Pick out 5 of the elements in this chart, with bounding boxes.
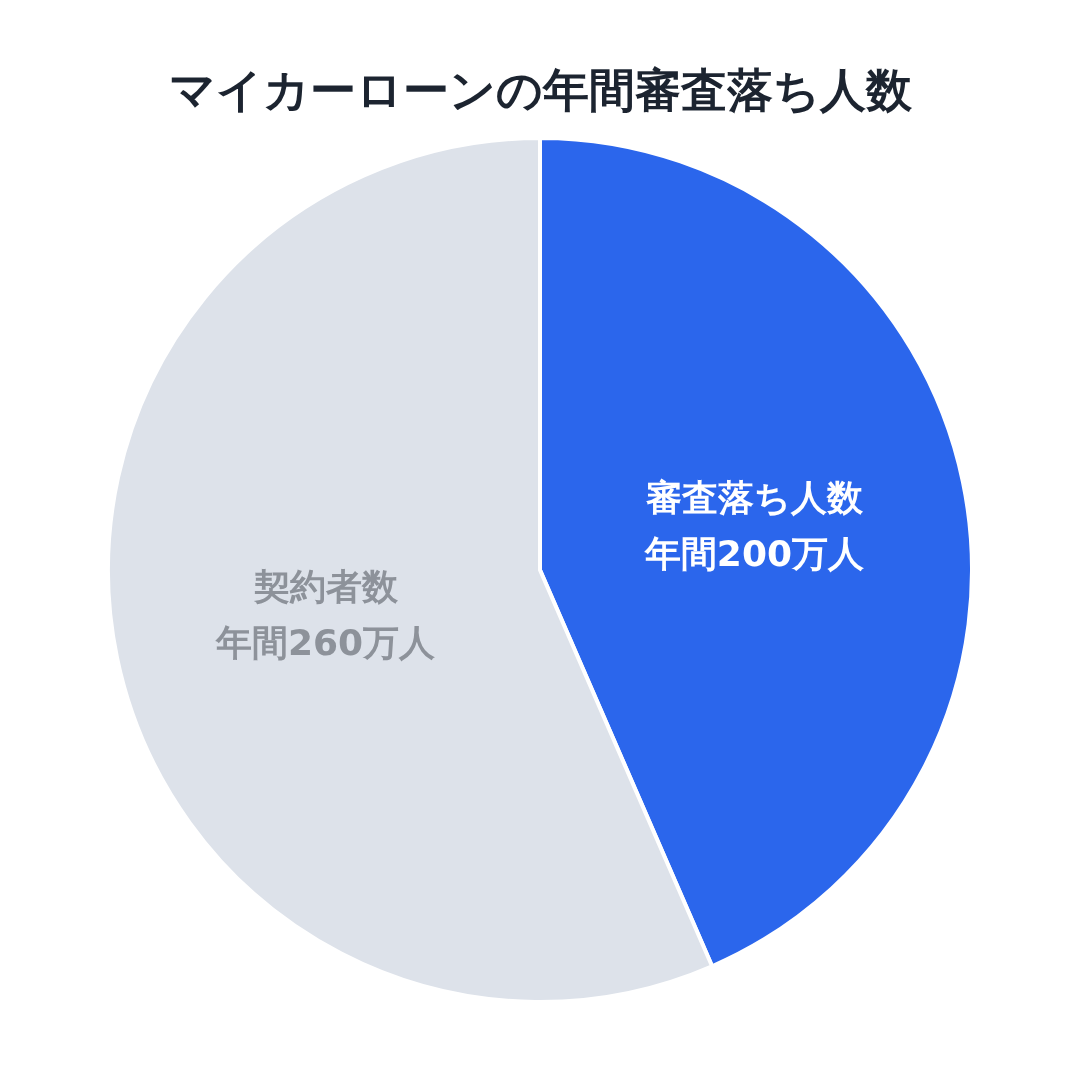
slice-label: 審査落ち人数 [645,476,864,518]
chart-title: マイカーローンの年間審査落ち人数 [168,63,913,117]
data-label: 年間200万人 [643,532,864,574]
slice-label: 契約者数 [252,566,399,608]
data-label: 年間260万人 [215,622,436,664]
